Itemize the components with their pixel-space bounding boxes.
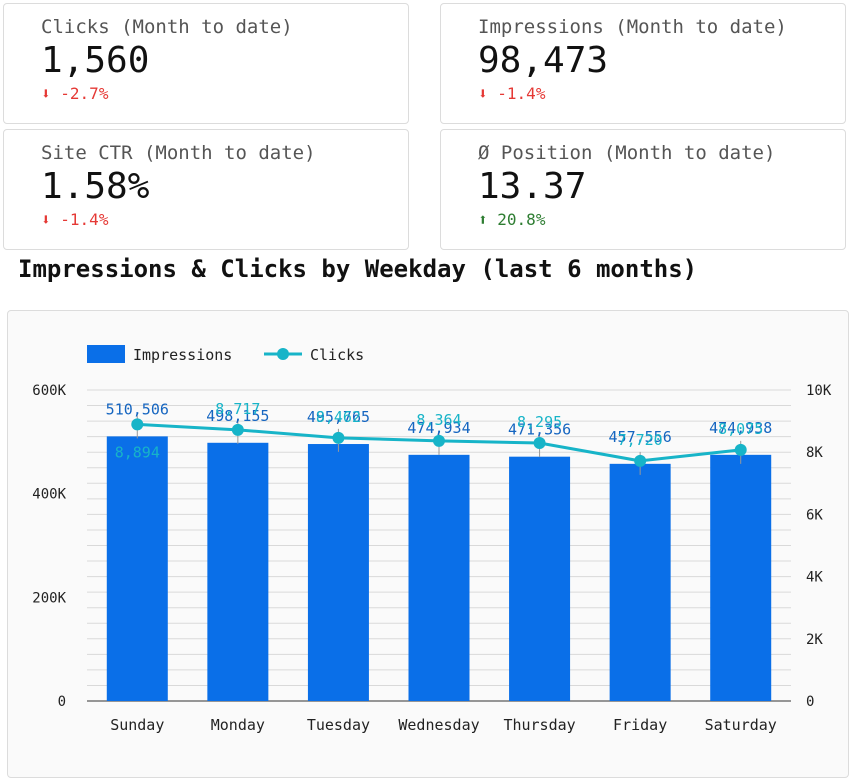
ctr-delta-text: -1.4%	[60, 210, 109, 229]
left-axis-tick-label: 600K	[32, 383, 66, 399]
chart-container: 0 200K 400K 600K 0 2K 4K 6K 8K 10K Sunday Monday Tue…	[7, 310, 849, 778]
arrow-down-icon: ⬇	[41, 210, 51, 229]
position-card-value: 13.37	[478, 166, 587, 207]
impressions-card: Impressions (Month to date) 98,473 ⬇ -1.…	[440, 3, 846, 124]
right-axis-tick-label: 4K	[806, 570, 823, 586]
ctr-card-value: 1.58%	[41, 166, 150, 207]
x-axis-tick-label: Saturday	[705, 716, 777, 734]
impressions-bar	[710, 454, 772, 701]
impressions-bar	[106, 436, 168, 701]
ctr-card-delta: ⬇ -1.4%	[41, 210, 108, 229]
impressions-bar	[509, 456, 571, 701]
arrow-down-icon: ⬇	[41, 84, 51, 103]
right-axis-tick-label: 10K	[806, 383, 832, 399]
x-axis-tick-label: Monday	[211, 716, 265, 734]
impressions-card-value: 98,473	[478, 40, 609, 81]
clicks-point	[332, 431, 345, 444]
x-axis-tick-label: Thursday	[503, 716, 575, 734]
right-axis-tick-label: 2K	[806, 632, 823, 648]
ctr-card-label: Site CTR (Month to date)	[41, 142, 316, 164]
clicks-card-value: 1,560	[41, 40, 150, 81]
x-axis-tick-label: Wednesday	[398, 716, 479, 734]
impressions-card-label: Impressions (Month to date)	[478, 16, 787, 38]
arrow-up-icon: ⬆	[478, 210, 488, 229]
impressions-bar	[408, 454, 470, 701]
x-axis-tick-label: Tuesday	[307, 716, 370, 734]
clicks-data-label: 8,894	[115, 443, 160, 461]
clicks-point	[231, 423, 244, 436]
x-axis-tick-label: Friday	[613, 716, 667, 734]
right-axis-tick-label: 0	[806, 694, 814, 710]
right-axis-tick-label: 8K	[806, 445, 823, 461]
impressions-delta-text: -1.4%	[497, 84, 546, 103]
clicks-data-label: 7,720	[618, 431, 663, 449]
clicks-point	[433, 434, 445, 447]
clicks-point	[533, 437, 546, 450]
impressions-data-label: 457,556	[609, 428, 672, 446]
clicks-data-label: 8,364	[416, 411, 461, 429]
right-axis-tick-label: 6K	[806, 507, 823, 523]
clicks-data-label: 8,075	[718, 420, 763, 438]
clicks-data-label: 8,717	[215, 400, 260, 418]
impressions-data-label: 471,356	[508, 421, 571, 439]
clicks-data-label: 8,462	[316, 408, 361, 426]
position-card: Ø Position (Month to date) 13.37 ⬆ 20.8%	[440, 129, 846, 250]
clicks-point	[131, 418, 144, 431]
impressions-data-label: 510,506	[106, 400, 169, 418]
chart-title: Impressions & Clicks by Weekday (last 6 …	[18, 255, 698, 283]
left-axis-tick-label: 400K	[32, 487, 66, 503]
arrow-down-icon: ⬇	[478, 84, 488, 103]
clicks-card: Clicks (Month to date) 1,560 ⬇ -2.7%	[3, 3, 409, 124]
impressions-data-label: 495,765	[307, 408, 370, 426]
ctr-card: Site CTR (Month to date) 1.58% ⬇ -1.4%	[3, 129, 409, 250]
clicks-card-delta: ⬇ -2.7%	[41, 84, 108, 103]
position-card-label: Ø Position (Month to date)	[478, 142, 776, 164]
legend-impressions-swatch	[87, 345, 125, 363]
impressions-card-delta: ⬇ -1.4%	[478, 84, 545, 103]
impressions-bar	[207, 442, 269, 701]
legend-impressions-label: Impressions	[133, 346, 232, 364]
position-card-delta: ⬆ 20.8%	[478, 210, 545, 229]
clicks-point	[634, 454, 647, 467]
clicks-card-label: Clicks (Month to date)	[41, 16, 293, 38]
clicks-delta-text: -2.7%	[60, 84, 109, 103]
legend-clicks-marker	[277, 348, 289, 360]
clicks-point	[734, 443, 747, 456]
legend-clicks-label: Clicks	[310, 346, 364, 364]
left-axis-tick-label: 0	[58, 694, 66, 710]
impressions-bar	[609, 463, 671, 701]
x-axis-tick-label: Sunday	[110, 716, 164, 734]
impressions-data-label: 498,155	[206, 407, 269, 425]
left-axis-tick-label: 200K	[32, 590, 66, 606]
weekday-chart: 0 200K 400K 600K 0 2K 4K 6K 8K 10K Sunday Monday Tue…	[32, 345, 832, 734]
impressions-data-label: 474,934	[407, 419, 470, 437]
impressions-bar	[307, 444, 369, 701]
position-delta-text: 20.8%	[497, 210, 546, 229]
clicks-data-label: 8,295	[517, 413, 562, 431]
impressions-data-label: 474,938	[709, 419, 772, 437]
